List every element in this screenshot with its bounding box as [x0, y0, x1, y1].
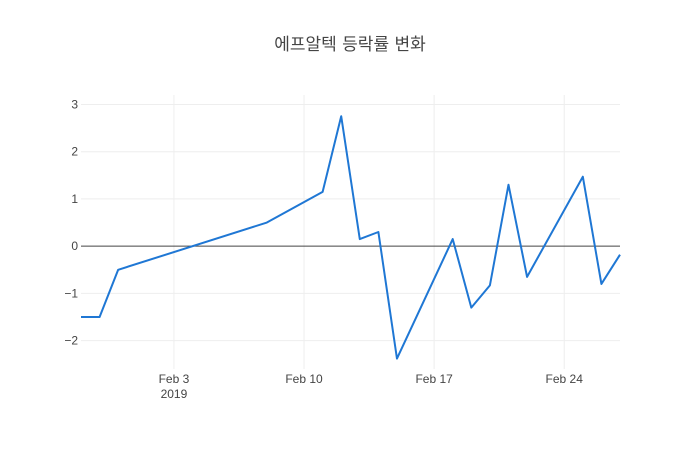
data-point — [97, 314, 103, 320]
x-tick-label: Feb 24 — [546, 372, 584, 386]
y-tick-label: 2 — [71, 145, 78, 159]
data-point — [468, 305, 474, 311]
data-point — [264, 220, 270, 226]
data-point — [505, 182, 511, 188]
y-tick-label: 3 — [71, 97, 78, 111]
data-point — [598, 281, 604, 287]
data-point — [78, 314, 84, 320]
x-tick-label: Feb 17 — [415, 372, 453, 386]
data-point — [617, 252, 623, 258]
y-tick-label: 0 — [71, 239, 78, 253]
data-point — [338, 113, 344, 119]
data-point — [357, 236, 363, 242]
data-point — [320, 189, 326, 195]
data-point — [580, 174, 586, 180]
data-point — [450, 236, 456, 242]
data-point — [115, 267, 121, 273]
x-tick-label: Feb 10 — [285, 372, 323, 386]
data-point — [375, 229, 381, 235]
x-tick-sublabel: 2019 — [161, 387, 188, 401]
y-tick-label: −2 — [64, 334, 78, 348]
data-point — [394, 356, 400, 362]
x-tick-label: Feb 3 — [159, 372, 190, 386]
series-layer — [78, 113, 623, 362]
chart-title: 에프알텍 등락률 변화 — [274, 35, 426, 55]
data-point — [487, 282, 493, 288]
grid — [81, 95, 620, 369]
series-line — [81, 115, 621, 360]
y-tick-label: 1 — [71, 192, 78, 206]
data-point — [524, 274, 530, 280]
y-tick-label: −1 — [64, 286, 78, 300]
